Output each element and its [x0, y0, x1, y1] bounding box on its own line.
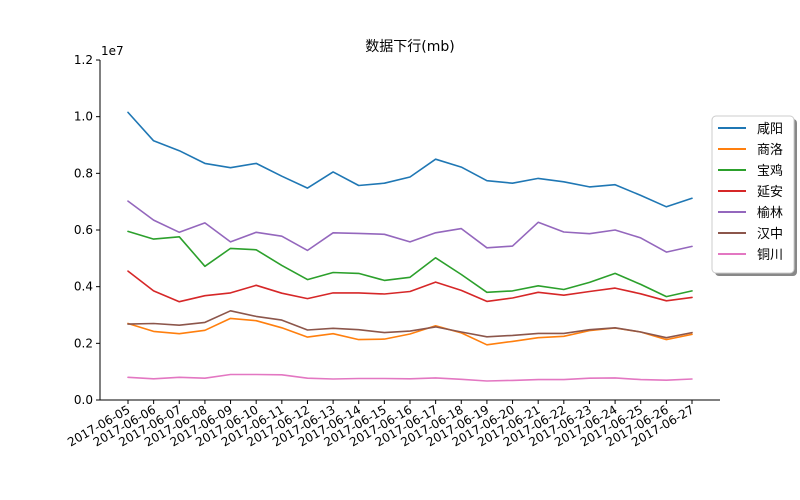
chart-title: 数据下行(mb) — [365, 39, 454, 55]
series-layer — [127, 111, 693, 382]
series-line-宝鸡 — [127, 230, 693, 298]
y-tick-label: 0.2 — [74, 336, 93, 350]
y-tick-label: 0.8 — [74, 166, 93, 180]
legend-label: 咸阳 — [757, 122, 783, 137]
axes-layer: 0.00.20.40.60.81.01.22017-06-052017-06-0… — [65, 53, 720, 449]
y-tick-label: 0.4 — [74, 280, 93, 294]
legend-label: 宝鸡 — [757, 163, 783, 179]
y-axis-multiplier: 1e7 — [101, 44, 124, 58]
y-tick-label: 0.6 — [74, 223, 93, 237]
legend-label: 铜川 — [757, 248, 783, 263]
series-line-铜川 — [127, 373, 693, 382]
series-line-咸阳 — [127, 111, 693, 208]
legend-label: 商洛 — [757, 143, 783, 158]
series-line-汉中 — [127, 309, 693, 339]
legend-label: 延安 — [757, 185, 783, 200]
legend-label: 汉中 — [757, 227, 783, 242]
y-tick-label: 1.2 — [74, 53, 93, 67]
legend-label: 榆林 — [757, 206, 783, 221]
y-tick-label: 0.0 — [74, 393, 93, 407]
series-line-榆林 — [127, 200, 693, 253]
series-line-延安 — [127, 270, 693, 303]
y-tick-label: 1.0 — [74, 110, 93, 124]
